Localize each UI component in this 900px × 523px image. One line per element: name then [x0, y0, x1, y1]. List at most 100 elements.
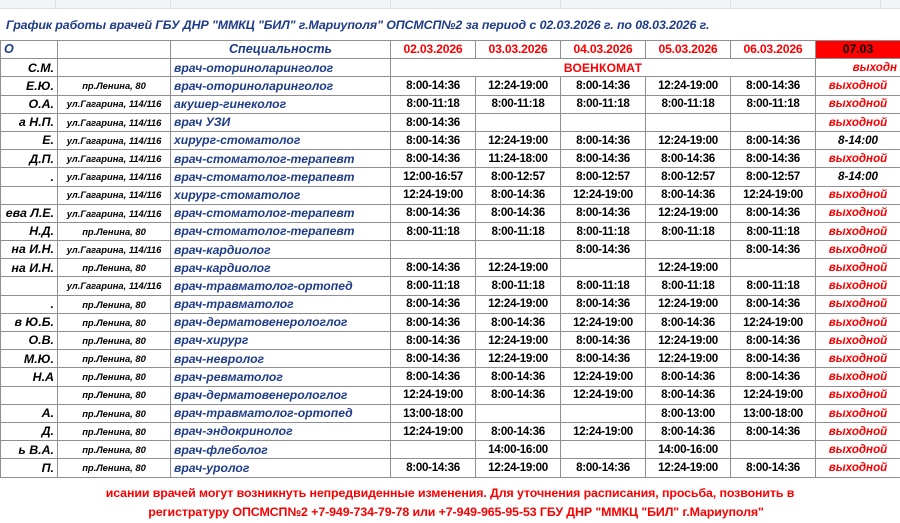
cell-hours-d3: 8:00-14:36: [560, 458, 646, 478]
cell-address: пр.Ленина, 80: [57, 312, 171, 333]
table-row: на И.Н. ул.Гагарина, 114/116 врач-кардио…: [0, 240, 900, 260]
cell-fio: Н.Д.: [0, 221, 58, 242]
cell-hours-d1: 8:00-14:36: [390, 367, 476, 387]
cell-hours-d5: 8:00-14:36: [730, 330, 816, 351]
cell-fio: С.М.: [0, 58, 58, 78]
cell-hours-d3: 8:00-14:36: [560, 76, 646, 96]
cell-specialty: врач-оториноларинголог: [170, 58, 391, 78]
cell-hours-d1: 12:00-16:57: [390, 167, 476, 187]
table-row: . пр.Ленина, 80 врач-травматолог 8:00-14…: [0, 294, 900, 314]
cell-hours-d1: 8:00-14:36: [390, 112, 476, 132]
cell-hours-d4: 8:00-11:18: [645, 221, 731, 242]
cell-address: ул.Гагарина, 114/116: [57, 203, 171, 223]
cell-hours-d3: 8:00-14:36: [560, 294, 646, 314]
table-row: О.В. пр.Ленина, 80 врач-хирург 8:00-14:3…: [0, 330, 900, 351]
cell-hours-d2: 8:00-14:36: [475, 185, 561, 205]
table-row: Н.Д. пр.Ленина, 80 врач-стоматолог-терап…: [0, 221, 900, 242]
footer-note: исании врачей могут возникнуть непредвид…: [0, 478, 900, 522]
gutter-tick: [170, 0, 171, 8]
table-header: О Специальность 02.03.2026 03.03.2026 04…: [0, 39, 900, 60]
cell-hours-d3: 8:00-14:36: [560, 130, 646, 151]
cell-specialty: врач-хирург: [170, 330, 391, 351]
cell-hours-d6: выходной: [815, 440, 900, 460]
table-row: в Ю.Б. пр.Ленина, 80 врач-дерматовенерол…: [0, 312, 900, 333]
cell-hours-d4: 12:24-19:00: [645, 330, 731, 351]
cell-fio: [0, 385, 58, 405]
cell-hours-d5: 8:00-14:36: [730, 349, 816, 369]
cell-fio: О.А.: [0, 94, 58, 114]
cell-address: пр.Ленина, 80: [57, 403, 171, 423]
cell-hours-d3: 12:24-19:00: [560, 185, 646, 205]
cell-hours-d1: 12:24-19:00: [390, 385, 476, 405]
cell-hours-d2: 8:00-14:36: [475, 312, 561, 333]
cell-address: [57, 58, 171, 78]
cell-hours-d4: 8:00-14:36: [645, 385, 731, 405]
cell-hours-d3: [560, 112, 646, 132]
cell-specialty: врач-флеболог: [170, 440, 391, 460]
cell-address: ул.Гагарина, 114/116: [57, 112, 171, 132]
table-row: Н.А пр.Ленина, 80 врач-ревматолог 8:00-1…: [0, 367, 900, 387]
cell-hours-d4: 12:24-19:00: [645, 258, 731, 278]
cell-hours-d6: выходной: [815, 349, 900, 369]
cell-hours-d1: 12:24-19:00: [390, 185, 476, 205]
cell-fio: а Н.П.: [0, 112, 58, 132]
cell-specialty: врач-дерматовенерологлог: [170, 312, 391, 333]
gutter-tick: [880, 0, 881, 8]
cell-fio: Н.А: [0, 367, 58, 387]
cell-hours-d2: 8:00-14:36: [475, 421, 561, 442]
cell-hours-d1: 8:00-14:36: [390, 149, 476, 169]
spreadsheet-column-gutter: [0, 0, 900, 9]
cell-specialty: врач-кардиолог: [170, 258, 391, 278]
cell-fio: А.: [0, 403, 58, 423]
cell-hours-d5: [730, 112, 816, 132]
cell-hours-d6: выходной: [815, 421, 900, 442]
cell-address: пр.Ленина, 80: [57, 367, 171, 387]
cell-hours-d6: выходной: [815, 312, 900, 333]
cell-hours-d5: 8:00-14:36: [730, 367, 816, 387]
table-row: пр.Ленина, 80 врач-дерматовенерологлог 1…: [0, 385, 900, 405]
cell-fio: ева Л.Е.: [0, 203, 58, 223]
cell-address: пр.Ленина, 80: [57, 421, 171, 442]
cell-fio: П.: [0, 458, 58, 478]
cell-hours-d3: 8:00-14:36: [560, 240, 646, 260]
cell-hours-d1: 8:00-11:18: [390, 276, 476, 296]
cell-hours-d6: выходной: [815, 221, 900, 242]
cell-hours-d2: 12:24-19:00: [475, 294, 561, 314]
cell-hours-d6: 8-14:00: [815, 130, 900, 151]
cell-hours-d3: 12:24-19:00: [560, 312, 646, 333]
cell-hours-d6: выходной: [815, 185, 900, 205]
cell-hours-d6: выходной: [815, 458, 900, 478]
column-header-specialty: Специальность: [170, 39, 391, 60]
cell-hours-d5: 8:00-14:36: [730, 130, 816, 151]
table-row: Е.Ю. пр.Ленина, 80 врач-оториноларинголо…: [0, 76, 900, 96]
cell-address: ул.Гагарина, 114/116: [57, 167, 171, 187]
cell-hours-d4: 8:00-14:36: [645, 367, 731, 387]
cell-address: ул.Гагарина, 114/116: [57, 94, 171, 114]
cell-hours-d5: 12:24-19:00: [730, 312, 816, 333]
cell-hours-d1: 8:00-14:36: [390, 130, 476, 151]
table-row: на И.Н. пр.Ленина, 80 врач-кардиолог 8:0…: [0, 258, 900, 278]
cell-address: ул.Гагарина, 114/116: [57, 130, 171, 151]
cell-hours-d3: 8:00-11:18: [560, 276, 646, 296]
table-row: ул.Гагарина, 114/116 хирург-стоматолог 1…: [0, 185, 900, 205]
cell-hours-d3: 8:00-14:36: [560, 203, 646, 223]
cell-hours-d5: 8:00-14:36: [730, 76, 816, 96]
schedule-table: О Специальность 02.03.2026 03.03.2026 04…: [0, 39, 900, 478]
cell-specialty: врач-стоматолог-терапевт: [170, 149, 391, 169]
cell-hours-d5: 8:00-14:36: [730, 421, 816, 442]
cell-specialty: врач-стоматолог-терапевт: [170, 203, 391, 223]
cell-hours-d5: 12:24-19:00: [730, 385, 816, 405]
cell-hours-d3: 8:00-14:36: [560, 349, 646, 369]
cell-hours-d2: 12:24-19:00: [475, 76, 561, 96]
cell-hours-d3: [560, 440, 646, 460]
cell-hours-d4: 14:00-16:00: [645, 440, 731, 460]
cell-hours-d4: 8:00-12:57: [645, 167, 731, 187]
cell-hours-d5: 8:00-11:18: [730, 221, 816, 242]
cell-specialty: врач-эндокринолог: [170, 421, 391, 442]
cell-fio: на И.Н.: [0, 258, 58, 278]
cell-hours-d5: 13:00-18:00: [730, 403, 816, 423]
table-row: ь В.А. пр.Ленина, 80 врач-флеболог 14:00…: [0, 440, 900, 460]
cell-fio: ь В.А.: [0, 440, 58, 460]
cell-address: пр.Ленина, 80: [57, 294, 171, 314]
cell-specialty: хирург-стоматолог: [170, 185, 391, 205]
